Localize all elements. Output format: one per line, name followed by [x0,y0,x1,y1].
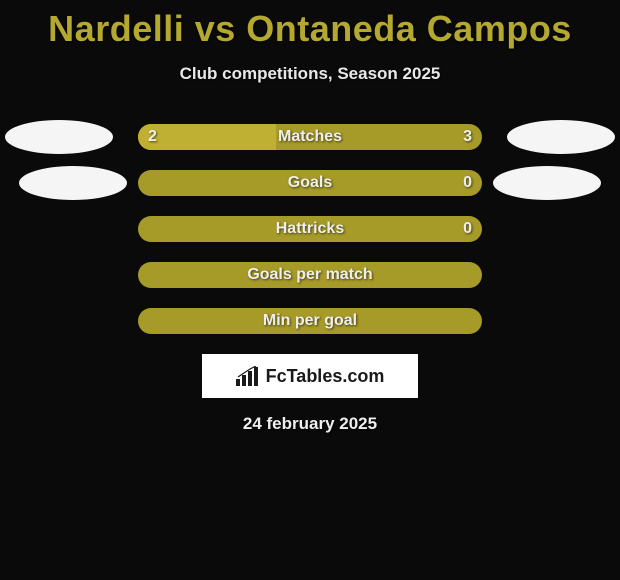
stat-bar: Goals per match [138,262,482,288]
comparison-row: 0Hattricks [0,216,620,242]
date-text: 24 february 2025 [0,414,620,434]
stat-label: Goals [138,170,482,196]
chart-icon [236,366,260,386]
stat-bar: Min per goal [138,308,482,334]
stat-value-right: 0 [463,216,472,242]
stat-label: Min per goal [138,308,482,334]
brand-box: FcTables.com [202,354,418,398]
player-avatar-left [5,120,113,154]
comparison-rows: 23Matches0Goals0HattricksGoals per match… [0,124,620,334]
brand-text: FcTables.com [266,366,385,387]
comparison-row: Goals per match [0,262,620,288]
stat-bar: 0Hattricks [138,216,482,242]
stat-bar: 23Matches [138,124,482,150]
stat-label: Goals per match [138,262,482,288]
stat-value-right: 0 [463,170,472,196]
comparison-row: 0Goals [0,170,620,196]
player-avatar-left [19,166,127,200]
player-avatar-right [507,120,615,154]
comparison-row: Min per goal [0,308,620,334]
stat-bar-left-fill [138,124,276,150]
comparison-row: 23Matches [0,124,620,150]
page-title: Nardelli vs Ontaneda Campos [0,0,620,50]
subtitle: Club competitions, Season 2025 [0,64,620,84]
stat-label: Hattricks [138,216,482,242]
stat-value-left: 2 [148,124,157,150]
player-avatar-right [493,166,601,200]
stat-value-right: 3 [463,124,472,150]
stat-bar: 0Goals [138,170,482,196]
